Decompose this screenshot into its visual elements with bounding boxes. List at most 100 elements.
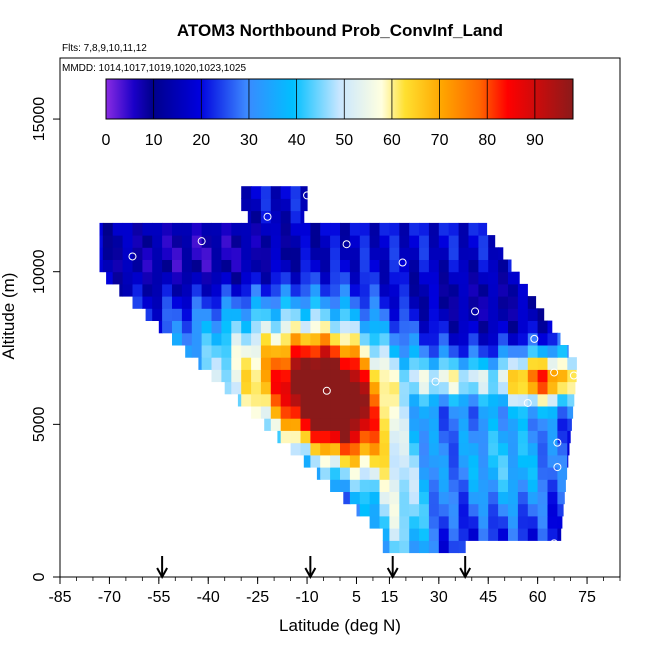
heat-cell	[152, 308, 163, 321]
heat-cell	[468, 528, 479, 541]
x-axis-label: Latitude (deg N)	[279, 616, 401, 635]
heat-cell	[537, 430, 548, 444]
profile-point	[303, 191, 312, 200]
heat-cell	[379, 515, 390, 529]
heat-cell	[517, 271, 520, 285]
heat-cell	[181, 296, 193, 309]
heat-cell	[251, 332, 262, 346]
heat-cell	[172, 235, 183, 248]
heat-cell	[419, 320, 430, 334]
heat-cell	[409, 540, 420, 554]
heat-cell	[310, 259, 321, 273]
heat-cell	[290, 308, 301, 321]
heat-cell	[438, 467, 450, 480]
heat-cell	[191, 320, 203, 334]
heat-cell	[409, 357, 420, 370]
heat-cell	[330, 320, 341, 334]
heat-cell	[498, 393, 509, 407]
heat-cell	[458, 369, 469, 383]
colorbar-tick-label: 70	[431, 132, 449, 149]
heat-cell	[458, 235, 469, 248]
heat-cell	[280, 393, 292, 407]
heat-cell	[359, 381, 371, 395]
heat-cell	[359, 467, 371, 480]
heat-cell	[389, 345, 400, 358]
heat-cell	[340, 393, 351, 407]
heat-cell	[251, 222, 262, 236]
heat-cell	[517, 345, 529, 358]
heat-cell	[231, 296, 242, 309]
heat-cell	[379, 503, 390, 517]
heat-cell	[320, 430, 331, 444]
heat-cell	[458, 332, 469, 346]
heat-cell	[132, 247, 143, 260]
heat-cell	[320, 296, 331, 309]
heat-cell	[162, 320, 173, 334]
heat-cell	[320, 442, 331, 456]
heat-cell	[498, 320, 509, 334]
heat-cell	[251, 369, 262, 383]
heat-cell	[181, 283, 193, 297]
heat-cell	[241, 271, 252, 285]
heat-cell	[428, 430, 440, 444]
heat-cell	[340, 308, 351, 321]
heat-cell	[419, 332, 430, 346]
heat-cell	[211, 357, 222, 370]
heat-cell	[320, 345, 331, 358]
heat-cell	[399, 528, 410, 541]
heat-cell	[320, 320, 331, 334]
heat-cell	[508, 283, 519, 297]
heat-cell	[478, 442, 489, 456]
heat-cell	[145, 308, 153, 321]
heat-cell	[537, 454, 548, 468]
heat-cell	[191, 345, 203, 358]
heat-cell	[369, 491, 380, 505]
heat-cell	[369, 271, 380, 285]
heat-cell	[310, 308, 321, 321]
heat-cell	[320, 454, 331, 468]
heat-cell	[419, 381, 430, 395]
heat-cell	[448, 235, 460, 248]
heat-cell	[270, 210, 282, 224]
heat-cell	[310, 271, 321, 285]
heat-cell	[448, 528, 460, 541]
heat-cell	[547, 418, 558, 431]
heat-cell	[270, 406, 282, 419]
heat-cell	[478, 393, 489, 407]
heat-cell	[310, 296, 321, 309]
x-tick-label: 5	[352, 589, 361, 606]
heat-cell	[389, 479, 400, 492]
heat-cell	[340, 454, 351, 468]
heat-cell	[251, 296, 262, 309]
colorbar-tick-label: 80	[478, 132, 496, 149]
colorbar-ticks: 0 10 20 30 40 50 60 70 80 90	[102, 79, 544, 149]
heat-cell	[419, 247, 430, 260]
heat-cell	[330, 222, 341, 236]
heat-cell	[181, 222, 193, 236]
heat-cell	[438, 393, 450, 407]
heat-cell	[517, 479, 529, 492]
heat-cell	[260, 308, 272, 321]
heat-cell	[300, 308, 311, 321]
heat-cell	[359, 503, 371, 517]
heat-cell	[409, 503, 420, 517]
heat-cell	[280, 418, 292, 431]
heat-cell	[557, 430, 568, 444]
heat-cell	[349, 283, 361, 297]
heat-cell	[260, 247, 272, 260]
y-tick-label: 0	[31, 572, 48, 581]
heat-cell	[448, 332, 460, 346]
heat-cell	[428, 491, 440, 505]
heat-cell	[142, 271, 153, 285]
heat-cell	[567, 381, 576, 395]
heat-cell	[280, 186, 292, 199]
heat-cell	[438, 235, 450, 248]
heat-cell	[162, 222, 173, 236]
heat-cell	[369, 503, 380, 517]
heat-cell	[498, 454, 509, 468]
heat-cell	[241, 320, 252, 334]
heat-cell	[468, 515, 479, 529]
heat-cell	[409, 320, 420, 334]
heat-cell	[191, 259, 203, 273]
heat-cell	[389, 235, 400, 248]
